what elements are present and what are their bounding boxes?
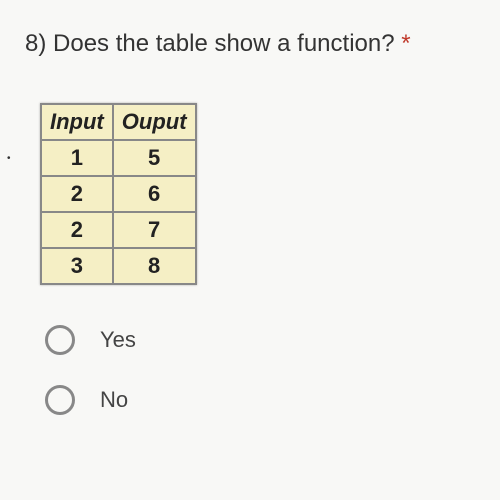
option-label: Yes [100, 327, 136, 353]
options-container: Yes No [45, 325, 475, 415]
table-header-row: Input Ouput [41, 104, 196, 140]
question-text: 8) Does the table show a function? * [25, 30, 475, 58]
cell-input: 2 [41, 176, 113, 212]
table-row: 2 6 [41, 176, 196, 212]
cell-output: 8 [113, 248, 196, 284]
function-table: Input Ouput 1 5 2 6 2 7 3 8 [40, 103, 197, 285]
table-row: 3 8 [41, 248, 196, 284]
radio-icon[interactable] [45, 325, 75, 355]
option-label: No [100, 387, 128, 413]
cell-output: 6 [113, 176, 196, 212]
cell-input: 1 [41, 140, 113, 176]
option-no[interactable]: No [45, 385, 475, 415]
radio-icon[interactable] [45, 385, 75, 415]
table-row: 2 7 [41, 212, 196, 248]
cell-input: 3 [41, 248, 113, 284]
header-input: Input [41, 104, 113, 140]
option-yes[interactable]: Yes [45, 325, 475, 355]
cell-input: 2 [41, 212, 113, 248]
cell-output: 5 [113, 140, 196, 176]
required-asterisk: * [401, 30, 410, 57]
cell-output: 7 [113, 212, 196, 248]
table-row: 1 5 [41, 140, 196, 176]
question-number: 8) [25, 30, 46, 57]
header-output: Ouput [113, 104, 196, 140]
question-body: Does the table show a function? [53, 30, 395, 57]
bullet-marker: • [7, 153, 11, 164]
